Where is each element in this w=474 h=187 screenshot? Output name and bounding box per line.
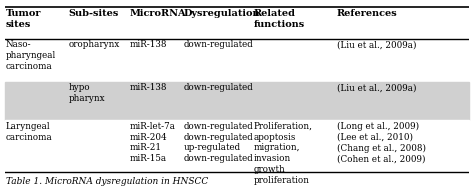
Bar <box>5 120 469 172</box>
Text: down-regulated: down-regulated <box>183 40 253 49</box>
Text: miR-let-7a
miR-204
miR-21
miR-15a: miR-let-7a miR-204 miR-21 miR-15a <box>129 122 175 163</box>
Text: Tumor
sites: Tumor sites <box>6 9 41 29</box>
Text: oropharynx: oropharynx <box>69 40 120 49</box>
Text: Table 1. MicroRNA dysregulation in HNSCC: Table 1. MicroRNA dysregulation in HNSCC <box>6 177 208 186</box>
Text: down-regulated: down-regulated <box>183 83 253 92</box>
Text: Laryngeal
carcinoma: Laryngeal carcinoma <box>6 122 53 142</box>
Text: Proliferation,
apoptosis
migration,
invasion
growth
proliferation: Proliferation, apoptosis migration, inva… <box>253 122 312 185</box>
Text: hypo
pharynx: hypo pharynx <box>69 83 105 103</box>
Bar <box>5 7 469 39</box>
Bar <box>5 82 469 120</box>
Text: (Long et al., 2009)
(Lee et al., 2010)
(Chang et al., 2008)
(Cohen et al., 2009): (Long et al., 2009) (Lee et al., 2010) (… <box>337 122 426 163</box>
Text: Dysregulation: Dysregulation <box>183 9 260 18</box>
Text: down-regulated
down-regulated
up-regulated
down-regulated: down-regulated down-regulated up-regulat… <box>183 122 253 163</box>
Text: Sub-sites: Sub-sites <box>69 9 119 18</box>
Text: Related
functions: Related functions <box>253 9 304 29</box>
Text: miR-138: miR-138 <box>129 40 167 49</box>
Text: MicroRNA: MicroRNA <box>129 9 186 18</box>
Text: (Liu et al., 2009a): (Liu et al., 2009a) <box>337 40 416 49</box>
Text: (Liu et al., 2009a): (Liu et al., 2009a) <box>337 83 416 92</box>
Text: References: References <box>337 9 398 18</box>
Bar <box>5 39 469 82</box>
Text: Naso-
pharyngeal
carcinoma: Naso- pharyngeal carcinoma <box>6 40 56 71</box>
Text: miR-138: miR-138 <box>129 83 167 92</box>
